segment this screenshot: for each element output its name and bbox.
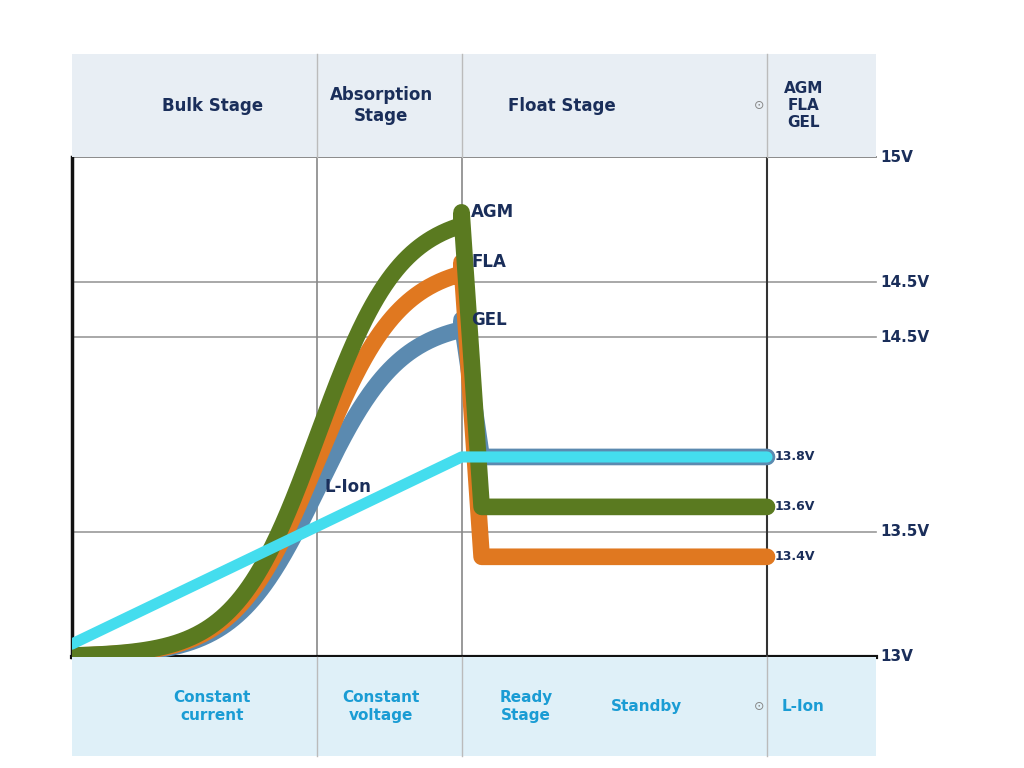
Text: AGM: AGM (471, 204, 514, 221)
Text: 14.5V: 14.5V (881, 275, 930, 290)
Text: 13V: 13V (881, 649, 913, 664)
Text: L-Ion: L-Ion (781, 699, 824, 714)
Text: AGM
FLA
GEL: AGM FLA GEL (783, 81, 823, 131)
Text: Ready
Stage: Ready Stage (500, 690, 553, 723)
Text: Standby: Standby (610, 699, 682, 714)
Text: 13.4V: 13.4V (775, 551, 815, 563)
Text: Constant
voltage: Constant voltage (342, 690, 420, 723)
Text: Float Stage: Float Stage (508, 97, 615, 114)
Text: 15V: 15V (881, 150, 913, 165)
Text: Bulk Stage: Bulk Stage (162, 97, 263, 114)
Text: 14.5V: 14.5V (881, 329, 930, 345)
Text: L-Ion: L-Ion (325, 478, 372, 496)
Text: 13.8V: 13.8V (775, 451, 815, 463)
Text: FLA: FLA (471, 253, 506, 271)
Text: ⊙: ⊙ (754, 700, 764, 713)
Text: Absorption
Stage: Absorption Stage (330, 86, 433, 125)
Text: 13.6V: 13.6V (775, 501, 815, 513)
Text: GEL: GEL (471, 311, 507, 329)
Text: 13.5V: 13.5V (881, 525, 930, 539)
Text: Constant
current: Constant current (174, 690, 251, 723)
Text: ⊙: ⊙ (754, 99, 764, 112)
